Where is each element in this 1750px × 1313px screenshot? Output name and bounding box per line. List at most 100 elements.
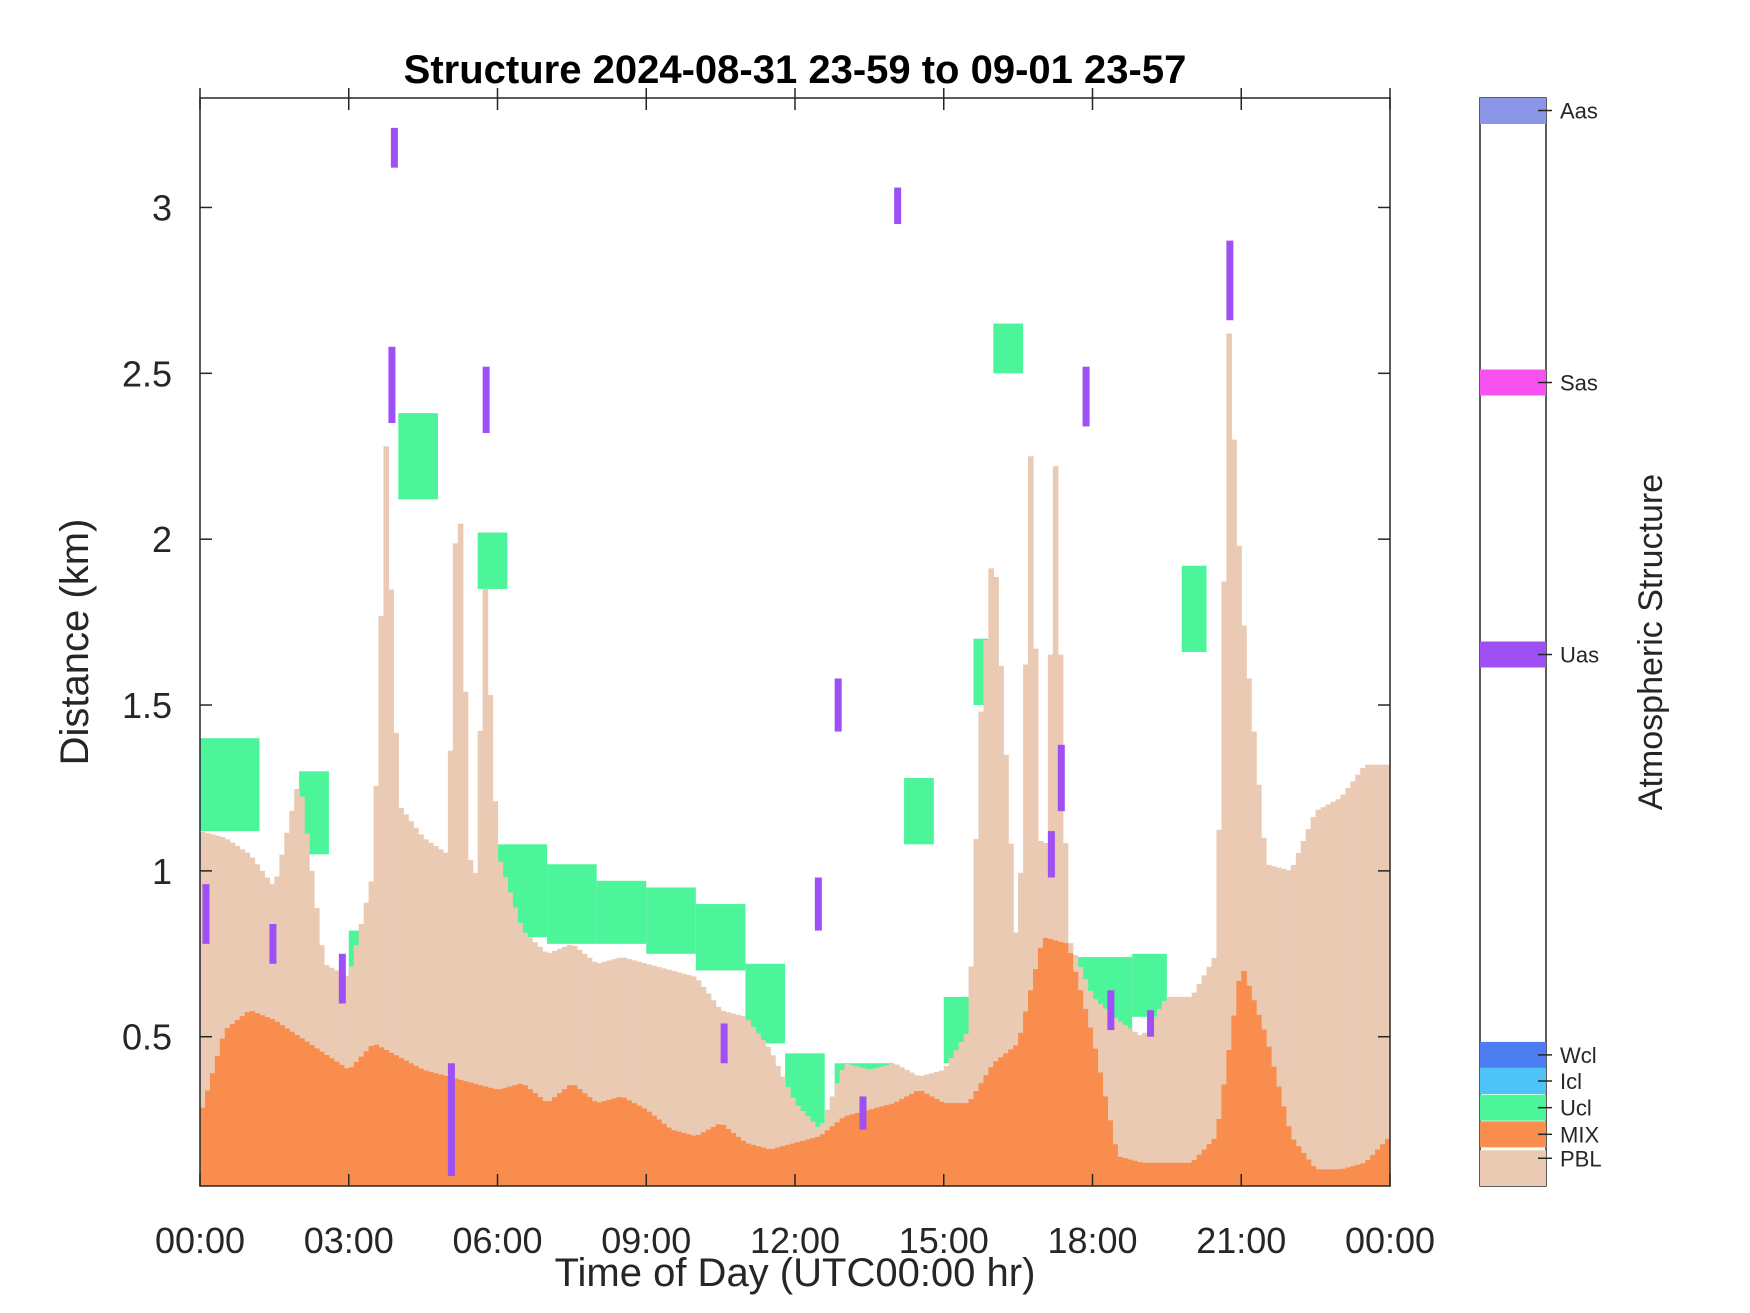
mix-column — [398, 1057, 404, 1186]
pbl-column — [373, 785, 380, 1186]
pbl-column — [304, 833, 310, 1186]
mix-column — [993, 1061, 999, 1186]
pbl-column — [1350, 781, 1356, 1186]
colorbar-tick-label: Aas — [1560, 99, 1598, 124]
pbl-column — [586, 957, 593, 1186]
mix-column — [1365, 1160, 1371, 1186]
mix-column — [1087, 1027, 1094, 1186]
mix-column — [1360, 1163, 1366, 1186]
x-tick-label: 12:00 — [750, 1220, 840, 1261]
mix-column — [864, 1110, 870, 1186]
mix-column — [1335, 1169, 1342, 1186]
pbl-column — [571, 945, 578, 1186]
pbl-column — [1275, 867, 1282, 1186]
mix-column — [889, 1103, 895, 1186]
mix-column — [854, 1113, 861, 1186]
pbl-column — [467, 859, 474, 1186]
pbl-column — [552, 950, 558, 1186]
pbl-column — [1241, 625, 1247, 1186]
mix-column — [279, 1025, 285, 1186]
pbl-column — [1325, 804, 1332, 1186]
mix-column — [1280, 1106, 1287, 1186]
mix-column — [328, 1058, 335, 1186]
uas-patch — [338, 953, 346, 1004]
ucl-patch — [547, 864, 597, 944]
mix-column — [1310, 1166, 1317, 1186]
mix-column — [1256, 1014, 1262, 1186]
mix-column — [363, 1051, 370, 1186]
pbl-column — [1191, 992, 1198, 1186]
mix-column — [998, 1057, 1004, 1186]
x-tick-label: 21:00 — [1196, 1220, 1286, 1261]
mix-column — [1142, 1162, 1148, 1186]
pbl-column — [234, 846, 241, 1186]
mix-column — [1042, 937, 1049, 1186]
mix-column — [264, 1017, 271, 1186]
mix-column — [928, 1096, 935, 1186]
pbl-column — [1176, 996, 1183, 1186]
mix-column — [502, 1087, 509, 1186]
mix-column — [839, 1118, 846, 1186]
pbl-column — [388, 589, 394, 1186]
mix-column — [294, 1035, 300, 1186]
pbl-column — [690, 976, 697, 1186]
mix-column — [606, 1099, 613, 1186]
pbl-column — [447, 750, 454, 1186]
pbl-column — [770, 1055, 776, 1186]
mix-column — [1077, 990, 1084, 1186]
mix-column — [775, 1147, 781, 1186]
uas-patch — [859, 1096, 867, 1130]
pbl-column — [477, 730, 484, 1186]
mix-column — [353, 1061, 360, 1186]
uas-patch — [482, 366, 490, 434]
pbl-column — [616, 957, 623, 1186]
mix-column — [1295, 1146, 1302, 1186]
pbl-column — [368, 881, 375, 1186]
colorbar-swatch-icl — [1480, 1068, 1546, 1095]
mix-column — [700, 1132, 707, 1186]
pbl-column — [775, 1065, 781, 1186]
mix-column — [457, 1079, 464, 1186]
mix-column — [1047, 939, 1054, 1186]
pbl-column — [765, 1046, 771, 1186]
mix-column — [899, 1099, 905, 1186]
pbl-column — [631, 960, 637, 1186]
mix-column — [204, 1090, 211, 1186]
mix-column — [685, 1134, 692, 1186]
mix-column — [581, 1093, 588, 1186]
pbl-column — [433, 846, 439, 1186]
mix-column — [809, 1138, 816, 1186]
colorbar-tick-label: Ucl — [1560, 1096, 1592, 1121]
pbl-column — [780, 1076, 786, 1186]
pbl-column — [1271, 866, 1277, 1186]
mix-column — [1122, 1158, 1128, 1186]
mix-column — [1137, 1162, 1143, 1186]
mix-column — [492, 1089, 499, 1186]
pbl-column — [284, 832, 290, 1186]
mix-column — [651, 1115, 657, 1186]
mix-column — [1236, 981, 1242, 1186]
pbl-column — [725, 1012, 732, 1186]
pbl-column — [1201, 975, 1208, 1186]
mix-column — [1355, 1164, 1361, 1186]
mix-column — [1037, 947, 1044, 1186]
pbl-column — [561, 946, 568, 1186]
mix-column — [1315, 1169, 1322, 1186]
mix-column — [666, 1127, 672, 1186]
colorbar-swatch-uas — [1480, 641, 1546, 668]
mix-column — [1147, 1162, 1153, 1186]
pbl-column — [1251, 731, 1257, 1186]
pbl-column — [398, 807, 404, 1186]
x-axis: 00:00 03:00 06:00 09:00 12:00 15:00 18:00 21:00… — [155, 88, 1435, 1261]
mix-column — [1325, 1169, 1332, 1186]
mix-column — [1003, 1053, 1009, 1186]
mix-column — [933, 1099, 940, 1186]
pbl-column — [576, 949, 583, 1186]
mix-column — [601, 1101, 608, 1186]
uas-patch — [388, 346, 396, 424]
uas-patch — [834, 678, 842, 732]
mix-column — [1206, 1144, 1213, 1186]
mix-column — [1226, 1050, 1232, 1186]
pbl-column — [1285, 870, 1292, 1186]
pbl-column — [487, 695, 494, 1186]
